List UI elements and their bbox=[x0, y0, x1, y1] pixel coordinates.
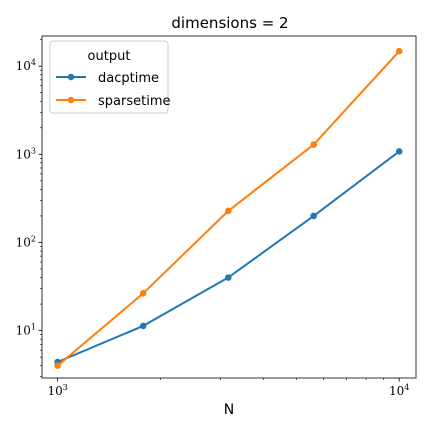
y-tick-label: 103 bbox=[16, 146, 36, 161]
series-line-dacptime bbox=[57, 150, 400, 363]
legend-box bbox=[49, 40, 169, 114]
data-point-dacptime bbox=[139, 322, 147, 330]
legend-marker-sparsetime bbox=[67, 96, 75, 104]
series-layer bbox=[54, 47, 403, 370]
plot-area-frame bbox=[41, 35, 417, 379]
data-point-sparsetime bbox=[395, 47, 403, 55]
data-point-dacptime bbox=[395, 148, 403, 155]
x-tick-label: 103 bbox=[47, 383, 67, 398]
chart-title: dimensions = 2 bbox=[171, 14, 288, 32]
legend-label-dacptime: dacptime bbox=[98, 71, 159, 86]
y-tick-label: 102 bbox=[16, 234, 36, 249]
data-point-dacptime bbox=[225, 274, 232, 281]
data-point-dacptime bbox=[310, 212, 318, 220]
data-point-sparsetime bbox=[54, 362, 61, 370]
legend-marker-dacptime bbox=[67, 73, 75, 81]
y-tick-label: 101 bbox=[16, 323, 36, 338]
legend: output dacptime sparsetime bbox=[49, 40, 170, 114]
x-axis-label: N bbox=[224, 402, 234, 418]
axis-ticks: 103 104 101 102 103 104 bbox=[16, 39, 409, 398]
data-point-sparsetime bbox=[225, 207, 232, 215]
x-tick-label: 104 bbox=[389, 383, 409, 398]
legend-title: output bbox=[88, 49, 131, 64]
data-point-sparsetime bbox=[139, 290, 147, 297]
y-tick-label: 104 bbox=[16, 58, 36, 73]
data-point-sparsetime bbox=[310, 141, 318, 148]
legend-label-sparsetime: sparsetime bbox=[98, 94, 170, 109]
